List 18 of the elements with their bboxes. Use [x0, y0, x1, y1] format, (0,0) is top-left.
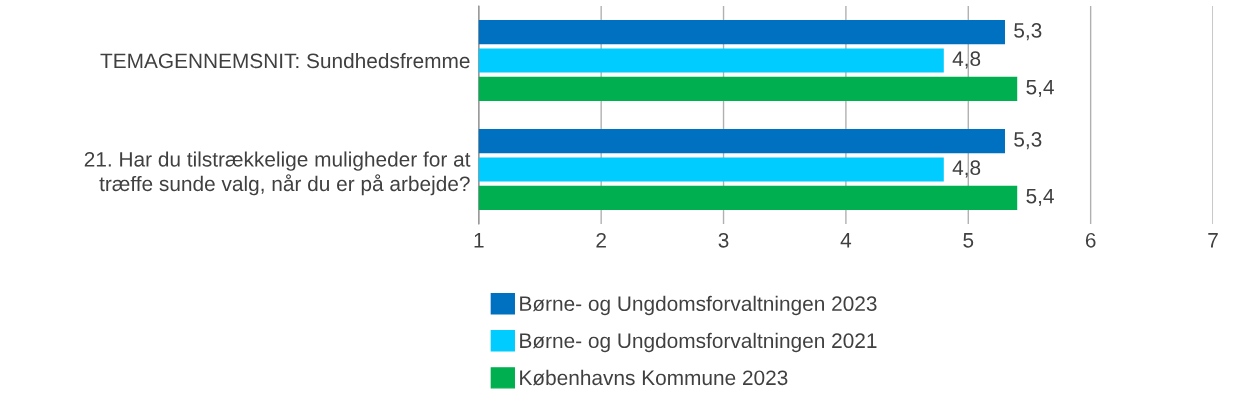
data-label: 5,4	[1026, 79, 1054, 97]
x-tick-label: 5	[963, 233, 974, 248]
x-tick-label: 2	[596, 232, 606, 248]
x-tick-label: 1	[474, 233, 484, 248]
data-label: 5,3	[1014, 23, 1042, 41]
y-tick-label: 21. Har du tilstrækkelige muligheder for at træffe sunde valg, når du er på arbejde?	[84, 151, 471, 196]
legend-label: Københavns Kommune 2023	[520, 369, 788, 386]
legend-label: Børne- og Ungdomsforvaltningen 2023	[520, 295, 877, 316]
data-label: 4,8	[952, 51, 981, 69]
y-tick-label: TEMAGENNEMSNIT: Sundhedsfremme	[100, 52, 470, 69]
data-label: 5,3	[1014, 132, 1042, 150]
legend-label: Børne- og Ungdomsforvaltningen 2021	[520, 332, 877, 353]
x-tick-label: 6	[1085, 232, 1096, 248]
x-tick-label: 4	[840, 233, 852, 248]
x-tick-label: 7	[1208, 233, 1218, 248]
data-label: 5,4	[1026, 188, 1054, 206]
x-tick-label: 3	[718, 232, 729, 248]
data-label: 4,8	[952, 160, 981, 178]
